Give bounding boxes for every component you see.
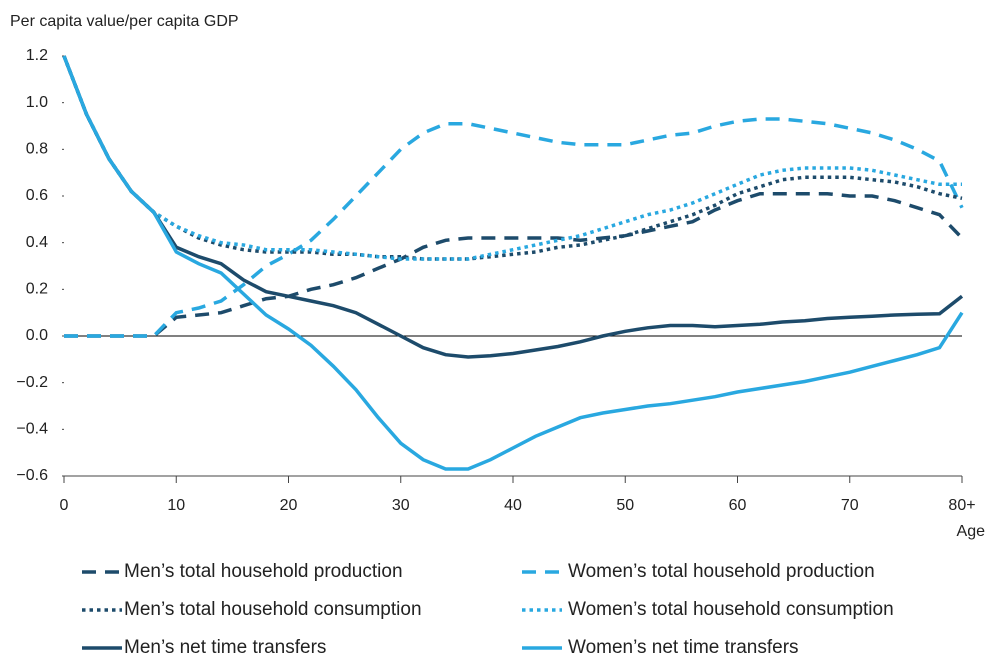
series-line xyxy=(62,55,962,261)
y-tick-label: 1.2 xyxy=(26,47,48,64)
series-line xyxy=(64,117,964,338)
y-tick-label: 0.2 xyxy=(26,281,48,298)
x-tick-label: 60 xyxy=(729,497,747,514)
y-tick-label: 0.0 xyxy=(26,327,48,344)
x-tick-label: 80+ xyxy=(948,497,975,514)
legend-label: Men’s net time transfers xyxy=(124,637,326,658)
legend-label: Men’s total household production xyxy=(124,561,403,582)
x-tick-label: 70 xyxy=(841,497,859,514)
series-line xyxy=(62,55,964,359)
x-tick-label: 30 xyxy=(392,497,410,514)
x-tick-label: 10 xyxy=(167,497,185,514)
x-tick-label: 20 xyxy=(280,497,298,514)
y-tick-label: 0.6 xyxy=(26,187,48,204)
y-axis-label: Per capita value/per capita GDP xyxy=(10,13,239,30)
legend-label: Men’s total household consumption xyxy=(124,599,422,620)
legend-label: Women’s net time transfers xyxy=(568,637,799,658)
y-tick-label: 1.0 xyxy=(26,94,48,111)
y-tick-label: −0.6 xyxy=(16,467,48,484)
x-tick-label: 40 xyxy=(504,497,522,514)
series-line xyxy=(62,55,964,471)
y-tick-label: −0.4 xyxy=(16,421,48,438)
x-axis-label: Age xyxy=(957,523,986,540)
y-tick-label: −0.2 xyxy=(16,374,48,391)
y-tick-label: 0.4 xyxy=(26,234,48,251)
y-tick-label: 0.8 xyxy=(26,141,48,158)
series-line xyxy=(64,191,964,338)
x-tick-label: 50 xyxy=(616,497,634,514)
legend-label: Women’s total household production xyxy=(568,561,875,582)
legend-label: Women’s total household consumption xyxy=(568,599,894,620)
x-tick-label: 0 xyxy=(60,497,69,514)
series-line xyxy=(62,55,963,261)
